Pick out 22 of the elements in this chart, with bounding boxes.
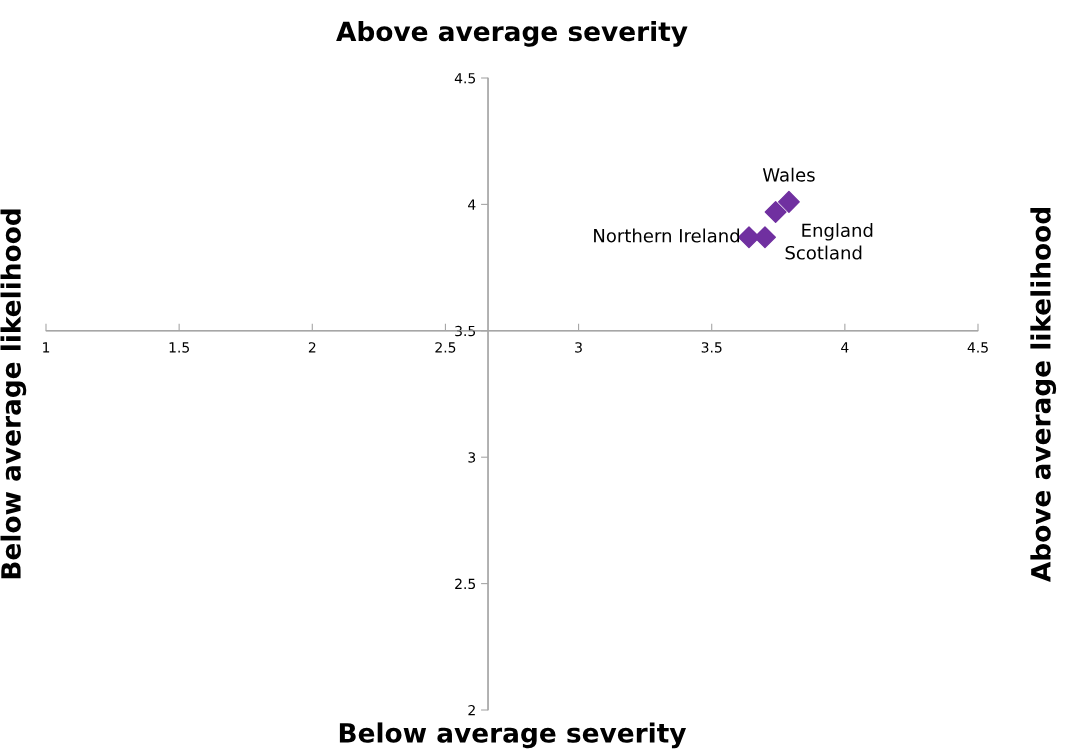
y-tick-label: 2.5	[455, 578, 476, 590]
text: Below average severity	[339, 722, 687, 749]
annotation: England	[802, 223, 873, 241]
x-tick-label: 4.5	[967, 342, 988, 353]
x-tick-label: 3	[575, 342, 582, 353]
annotation: Wales	[762, 167, 815, 182]
text: Below average likelihood	[0, 209, 27, 579]
x-tick-label: 1.5	[169, 342, 189, 353]
x-tick-label: 2	[308, 342, 316, 353]
annotation: Northern Ireland	[594, 228, 740, 243]
y-tick-label: 4.5	[454, 73, 476, 84]
x-tick-label: 4	[841, 342, 849, 353]
x-tick-label: 3.5	[701, 342, 722, 353]
text: Above average severity	[336, 20, 688, 47]
y-tick-label: 2	[468, 704, 475, 716]
x-tick-label: 1	[43, 342, 50, 353]
text: Above average likelihood	[1030, 208, 1057, 583]
x-tick-label: 2.5	[435, 342, 456, 353]
y-tick-label: 3.5	[455, 325, 476, 337]
y-tick-label: 4	[468, 199, 476, 210]
y-tick-label: 3	[468, 452, 476, 463]
annotation: Scotland	[785, 245, 862, 260]
